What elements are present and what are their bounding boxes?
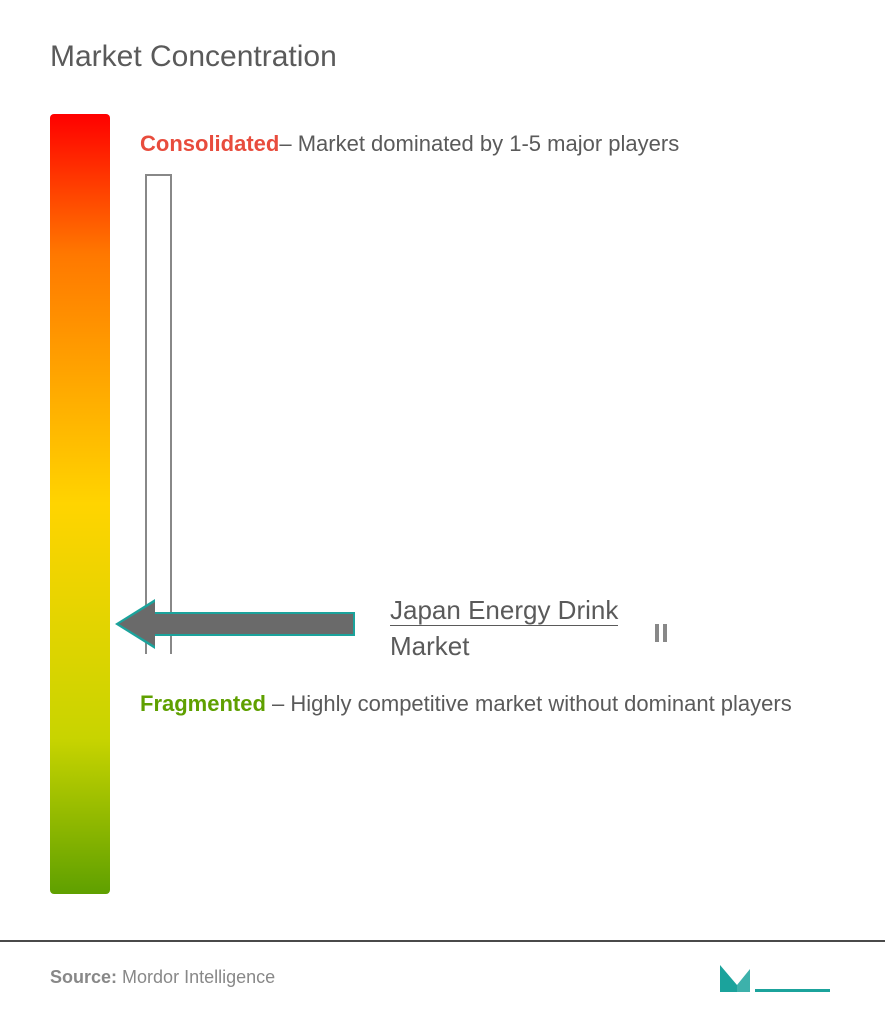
fragmented-highlight: Fragmented	[140, 691, 266, 716]
market-name-line1: Japan Energy Drink	[390, 595, 618, 626]
market-name-label: Japan Energy Drink Market	[390, 592, 618, 665]
consolidated-label: Consolidated– Market dominated by 1-5 ma…	[140, 124, 835, 164]
bracket-container	[140, 174, 835, 664]
labels-area: Consolidated– Market dominated by 1-5 ma…	[140, 114, 835, 894]
fragmented-text: – Highly competitive market without domi…	[266, 691, 792, 716]
main-container: Market Concentration Consolidated– Marke…	[0, 0, 885, 940]
page-title: Market Concentration	[50, 40, 835, 74]
fragmented-label: Fragmented – Highly competitive market w…	[140, 684, 792, 724]
bracket-left	[145, 174, 147, 654]
concentration-gradient-bar	[50, 114, 110, 894]
mordor-logo-icon	[715, 957, 835, 997]
bracket-right	[170, 174, 172, 654]
consolidated-highlight: Consolidated	[140, 131, 279, 156]
bracket-top	[145, 174, 172, 176]
footer: Source: Mordor Intelligence	[0, 940, 885, 1012]
indicator-arrow	[115, 604, 355, 644]
arrow-head-fill	[119, 602, 155, 646]
content-area: Consolidated– Market dominated by 1-5 ma…	[50, 114, 835, 894]
market-name-line2: Market	[390, 631, 469, 661]
source-citation: Source: Mordor Intelligence	[50, 967, 275, 988]
tick-2	[663, 624, 667, 642]
source-label: Source:	[50, 967, 117, 987]
tick-1	[655, 624, 659, 642]
source-value: Mordor Intelligence	[122, 967, 275, 987]
consolidated-text: – Market dominated by 1-5 major players	[279, 131, 679, 156]
tick-marks-icon	[655, 624, 667, 642]
arrow-body	[155, 612, 355, 636]
